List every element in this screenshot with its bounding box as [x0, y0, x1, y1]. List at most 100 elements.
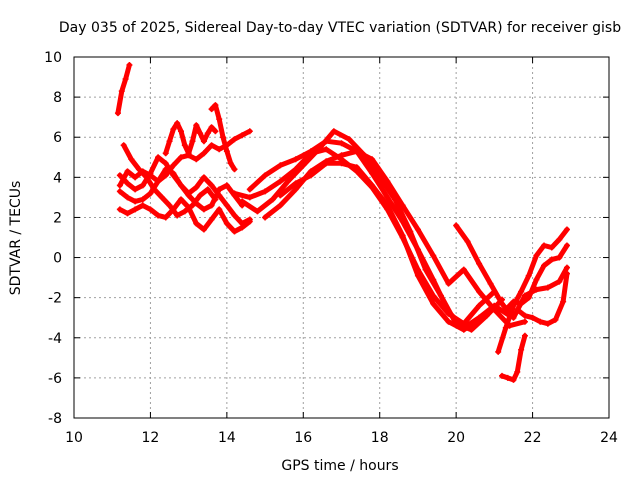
data-point	[491, 306, 498, 313]
data-point	[193, 122, 200, 129]
data-point	[525, 294, 532, 301]
data-point	[353, 148, 360, 155]
data-point	[223, 182, 230, 189]
data-point	[292, 156, 299, 163]
data-point	[139, 196, 146, 203]
x-tick-label: 14	[218, 430, 236, 446]
data-point	[533, 276, 540, 283]
data-point	[132, 206, 139, 213]
data-point	[338, 152, 345, 159]
data-point	[122, 76, 129, 83]
y-tick-label: -8	[48, 411, 62, 427]
data-point	[537, 318, 544, 325]
data-point	[556, 254, 563, 261]
data-point	[353, 164, 360, 171]
data-point	[544, 320, 551, 327]
x-tick-label: 18	[371, 430, 389, 446]
data-point	[124, 210, 131, 217]
data-point	[246, 218, 253, 225]
y-tick-label: -6	[48, 371, 62, 387]
data-point	[518, 300, 525, 307]
y-axis-label: SDTVAR / TECUs	[8, 181, 24, 296]
series-trace-1	[115, 62, 132, 116]
data-point	[338, 160, 345, 167]
data-point	[502, 324, 509, 331]
data-point	[139, 182, 146, 189]
series-trace-15	[495, 227, 570, 355]
data-point	[510, 376, 517, 383]
y-tick-label: 6	[53, 130, 62, 146]
data-point	[147, 170, 154, 177]
data-point	[189, 202, 196, 209]
data-point	[521, 318, 528, 325]
data-point	[269, 196, 276, 203]
data-point	[174, 120, 181, 127]
data-point	[369, 156, 376, 163]
data-point	[147, 190, 154, 197]
data-point	[208, 124, 215, 131]
data-point	[166, 138, 173, 145]
data-point	[143, 174, 150, 181]
data-point	[212, 102, 219, 109]
data-point	[197, 192, 204, 199]
data-point	[181, 208, 188, 215]
data-point	[323, 138, 330, 145]
chart-title: Day 035 of 2025, Sidereal Day-to-day VTE…	[59, 20, 621, 36]
data-point	[200, 150, 207, 157]
y-tick-label: -4	[48, 331, 62, 347]
data-point	[128, 156, 135, 163]
data-point	[185, 150, 192, 157]
data-point	[223, 148, 230, 155]
data-point	[430, 276, 437, 283]
data-point	[430, 300, 437, 307]
data-point	[246, 194, 253, 201]
data-point	[151, 186, 158, 193]
data-point	[208, 142, 215, 149]
data-point	[476, 260, 483, 267]
data-point	[231, 212, 238, 219]
data-point	[277, 162, 284, 169]
data-point	[277, 178, 284, 185]
data-point	[181, 142, 188, 149]
data-point	[208, 182, 215, 189]
data-point	[116, 188, 123, 195]
series-trace-17	[499, 333, 528, 383]
data-point	[231, 228, 238, 235]
data-point	[560, 298, 567, 305]
data-point	[338, 140, 345, 147]
data-point	[487, 280, 494, 287]
data-point	[346, 136, 353, 143]
data-point	[193, 156, 200, 163]
data-point	[285, 178, 291, 185]
x-tick-label: 16	[294, 430, 312, 446]
data-point	[556, 278, 563, 285]
data-point	[563, 270, 570, 277]
y-tick-label: 10	[44, 50, 62, 66]
data-point	[399, 232, 406, 239]
x-tick-label: 20	[447, 430, 465, 446]
data-point	[262, 214, 269, 221]
data-point	[174, 212, 181, 219]
data-point	[307, 148, 314, 155]
data-point	[118, 88, 125, 95]
data-point	[464, 238, 471, 245]
data-point	[514, 306, 521, 313]
data-point	[414, 226, 421, 233]
data-point	[460, 266, 467, 273]
data-point	[563, 226, 570, 233]
data-point	[300, 162, 307, 169]
data-point	[548, 256, 555, 263]
data-point	[231, 166, 238, 173]
y-tick-label: 8	[53, 90, 62, 106]
data-point	[162, 214, 169, 221]
data-point	[155, 154, 162, 161]
data-point	[170, 126, 177, 133]
x-tick-label: 22	[524, 430, 542, 446]
data-point	[414, 246, 421, 253]
data-point	[563, 264, 570, 271]
data-point	[514, 368, 521, 375]
data-point	[414, 272, 421, 279]
data-point	[399, 218, 406, 225]
data-point	[292, 180, 299, 187]
data-point	[384, 202, 391, 209]
